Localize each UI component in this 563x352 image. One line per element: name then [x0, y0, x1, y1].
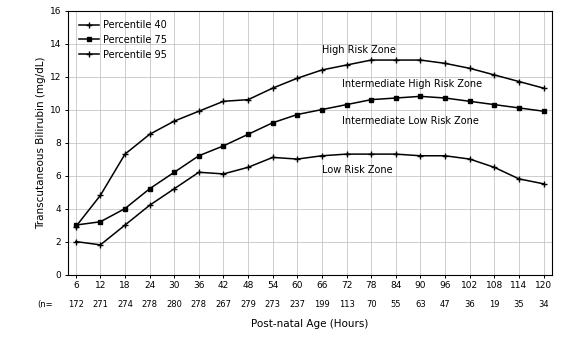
Percentile 75	[319, 107, 325, 112]
Percentile 75	[466, 99, 473, 103]
Percentile 95	[220, 99, 227, 103]
Percentile 95	[343, 63, 350, 67]
Percentile 75	[392, 96, 399, 100]
Percentile 40	[171, 187, 177, 191]
Text: 36: 36	[464, 300, 475, 309]
Percentile 95	[269, 86, 276, 90]
Percentile 75	[122, 206, 128, 210]
Percentile 75	[195, 153, 202, 158]
Text: 267: 267	[216, 300, 231, 309]
Text: 47: 47	[440, 300, 450, 309]
Percentile 40	[269, 155, 276, 159]
Percentile 95	[516, 80, 522, 84]
Line: Percentile 95: Percentile 95	[73, 57, 547, 230]
Text: 280: 280	[166, 300, 182, 309]
Line: Percentile 75: Percentile 75	[73, 94, 546, 227]
Percentile 40	[195, 170, 202, 174]
Text: 70: 70	[366, 300, 377, 309]
Percentile 75	[343, 102, 350, 107]
Text: 34: 34	[538, 300, 549, 309]
Percentile 40	[319, 153, 325, 158]
Line: Percentile 40: Percentile 40	[73, 151, 547, 248]
Text: (n=: (n=	[38, 300, 53, 309]
Percentile 75	[368, 98, 374, 102]
Text: 172: 172	[68, 300, 84, 309]
Percentile 75	[73, 223, 79, 227]
Percentile 95	[466, 66, 473, 70]
Percentile 95	[245, 98, 252, 102]
Percentile 75	[245, 132, 252, 137]
Percentile 95	[368, 58, 374, 62]
Percentile 40	[417, 153, 424, 158]
Text: 35: 35	[513, 300, 524, 309]
Text: 19: 19	[489, 300, 499, 309]
Text: 278: 278	[142, 300, 158, 309]
Text: 278: 278	[191, 300, 207, 309]
Text: 199: 199	[314, 300, 330, 309]
Text: 274: 274	[117, 300, 133, 309]
Text: High Risk Zone: High Risk Zone	[322, 45, 396, 55]
Percentile 40	[294, 157, 301, 161]
Percentile 40	[73, 239, 79, 244]
Percentile 95	[442, 61, 449, 65]
Percentile 95	[171, 119, 177, 123]
Percentile 95	[294, 76, 301, 80]
Percentile 75	[146, 187, 153, 191]
Text: 237: 237	[289, 300, 305, 309]
Text: 271: 271	[92, 300, 108, 309]
Percentile 75	[220, 144, 227, 148]
Percentile 95	[73, 225, 79, 229]
Percentile 75	[442, 96, 449, 100]
Text: Low Risk Zone: Low Risk Zone	[322, 165, 392, 175]
Text: 55: 55	[391, 300, 401, 309]
Percentile 75	[417, 94, 424, 99]
Text: Post-natal Age (Hours): Post-natal Age (Hours)	[251, 319, 368, 329]
Text: 273: 273	[265, 300, 281, 309]
Percentile 95	[319, 68, 325, 72]
Percentile 75	[540, 109, 547, 113]
Text: 63: 63	[415, 300, 426, 309]
Percentile 95	[540, 86, 547, 90]
Percentile 95	[392, 58, 399, 62]
Text: Intermediate Low Risk Zone: Intermediate Low Risk Zone	[342, 116, 479, 126]
Percentile 95	[195, 109, 202, 113]
Legend: Percentile 40, Percentile 75, Percentile 95: Percentile 40, Percentile 75, Percentile…	[77, 18, 168, 62]
Percentile 40	[540, 182, 547, 186]
Percentile 40	[122, 223, 128, 227]
Percentile 75	[97, 220, 104, 224]
Percentile 40	[466, 157, 473, 161]
Percentile 95	[97, 193, 104, 197]
Percentile 40	[245, 165, 252, 169]
Percentile 40	[220, 172, 227, 176]
Percentile 40	[146, 203, 153, 207]
Y-axis label: Transcutaneous Bilirubin (mg/dL): Transcutaneous Bilirubin (mg/dL)	[35, 56, 46, 229]
Percentile 40	[97, 243, 104, 247]
Percentile 75	[516, 106, 522, 110]
Percentile 40	[368, 152, 374, 156]
Percentile 95	[146, 132, 153, 137]
Percentile 75	[294, 112, 301, 117]
Percentile 40	[516, 177, 522, 181]
Percentile 75	[269, 121, 276, 125]
Percentile 95	[122, 152, 128, 156]
Percentile 40	[343, 152, 350, 156]
Percentile 95	[491, 73, 498, 77]
Text: 113: 113	[338, 300, 355, 309]
Percentile 75	[171, 170, 177, 174]
Text: 279: 279	[240, 300, 256, 309]
Percentile 95	[417, 58, 424, 62]
Percentile 40	[491, 165, 498, 169]
Percentile 75	[491, 102, 498, 107]
Text: Intermediate High Risk Zone: Intermediate High Risk Zone	[342, 79, 482, 89]
Percentile 40	[392, 152, 399, 156]
Percentile 40	[442, 153, 449, 158]
